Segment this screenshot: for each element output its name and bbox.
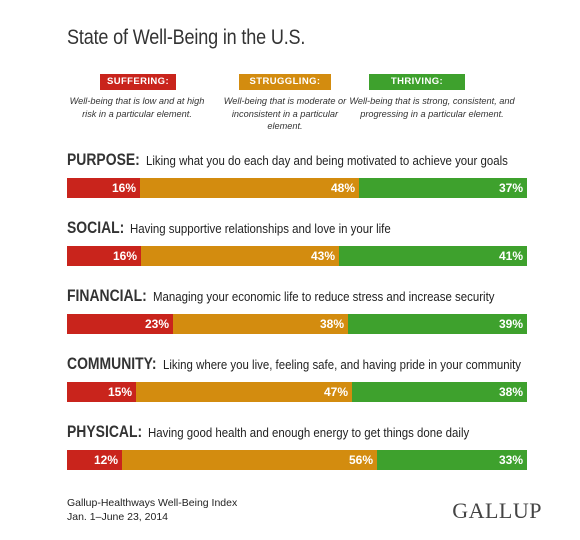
legend-desc-suffering: Well-being that is low and at high risk … — [69, 96, 205, 119]
stacked-bar: 16% 43% 41% — [67, 246, 527, 266]
category-name: PHYSICAL: — [67, 422, 143, 441]
bar-segment-thriving: 41% — [339, 246, 527, 266]
source-line-2: Jan. 1–June 23, 2014 — [67, 511, 169, 523]
bar-segment-thriving: 39% — [348, 314, 527, 334]
legend-label-suffering: SUFFERING: — [100, 74, 176, 90]
bar-segment-suffering: 16% — [67, 246, 141, 266]
category-header: COMMUNITY: Liking where you live, feeling… — [67, 354, 570, 376]
category-name: PURPOSE: — [67, 150, 140, 169]
bar-segment-suffering: 23% — [67, 314, 173, 334]
bar-segment-struggling: 47% — [136, 382, 352, 402]
category-header: PHYSICAL: Having good health and enough e… — [67, 422, 513, 444]
category-description: Liking what you do each day and being mo… — [145, 153, 508, 168]
bar-segment-suffering: 12% — [67, 450, 122, 470]
chart-title: State of Well-Being in the U.S. — [67, 26, 306, 49]
category-description: Having supportive relationships and love… — [130, 221, 391, 236]
bar-segment-struggling: 48% — [140, 178, 359, 198]
source-line-1: Gallup-Healthways Well-Being Index — [67, 497, 238, 509]
bar-segment-struggling: 43% — [141, 246, 339, 266]
legend-label-thriving: THRIVING: — [369, 74, 465, 90]
stacked-bar: 15% 47% 38% — [67, 382, 527, 402]
legend-desc-thriving: Well-being that is strong, consistent, a… — [349, 96, 515, 119]
stacked-bar: 12% 56% 33% — [67, 450, 527, 470]
bar-segment-struggling: 56% — [122, 450, 377, 470]
category-description: Having good health and enough energy to … — [147, 425, 469, 440]
legend-desc-struggling: Well-being that is moderate or inconsist… — [223, 96, 347, 131]
bar-segment-struggling: 38% — [173, 314, 348, 334]
category-header: PURPOSE: Liking what you do each day and … — [67, 150, 557, 172]
bar-segment-thriving: 33% — [377, 450, 527, 470]
category-description: Liking where you live, feeling safe, and… — [162, 357, 521, 372]
category-name: FINANCIAL: — [67, 286, 147, 305]
category-header: FINANCIAL: Managing your economic life to… — [67, 286, 541, 308]
source-note: Gallup-Healthways Well-Being Index Jan. … — [67, 496, 237, 524]
bar-segment-suffering: 15% — [67, 382, 136, 402]
category-description: Managing your economic life to reduce st… — [153, 289, 495, 304]
stacked-bar: 16% 48% 37% — [67, 178, 527, 198]
category-header: SOCIAL: Having supportive relationships a… — [67, 218, 426, 240]
category-name: SOCIAL: — [67, 218, 125, 237]
stacked-bar: 23% 38% 39% — [67, 314, 527, 334]
gallup-logo: GALLUP — [452, 498, 542, 523]
bar-segment-thriving: 38% — [352, 382, 527, 402]
bar-segment-suffering: 16% — [67, 178, 140, 198]
category-name: COMMUNITY: — [67, 354, 157, 373]
legend-label-struggling: STRUGGLING: — [239, 74, 331, 90]
bar-segment-thriving: 37% — [359, 178, 527, 198]
